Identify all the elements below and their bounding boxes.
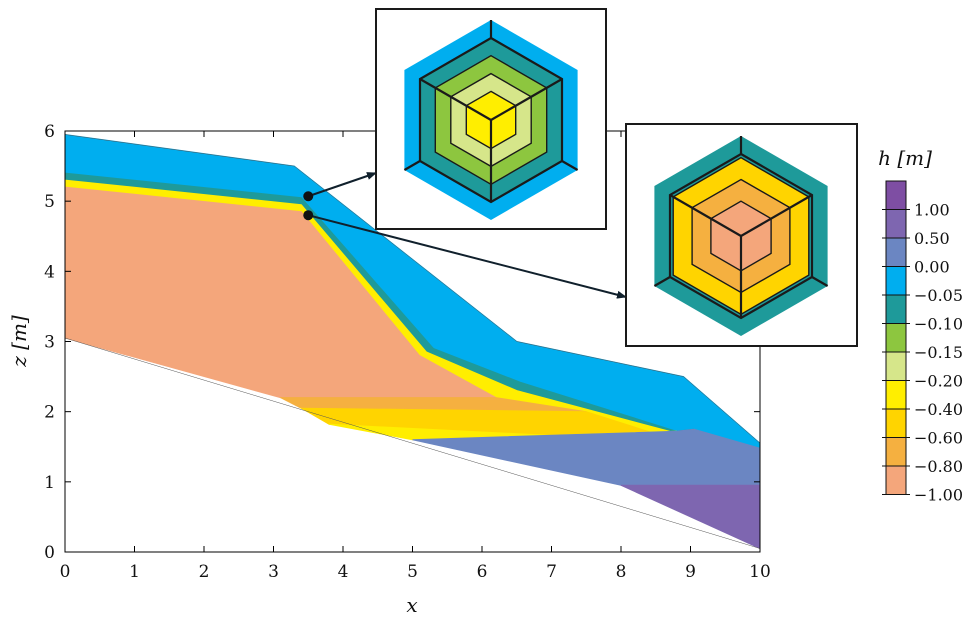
y-axis-ticks: 0 1 2 3 4 5 6 [44,122,760,563]
y-tick-label: 2 [44,403,55,423]
legend-label: −0.40 [914,400,963,419]
legend-label: −0.60 [914,429,963,448]
legend-swatch [886,323,906,352]
legend-label: −0.10 [914,315,963,334]
cube-corner-edge [561,160,579,171]
y-tick-label: 4 [44,262,55,282]
cube-corner-edge [653,276,671,287]
cube-corner-edge [403,160,421,171]
x-tick-label: 3 [268,562,279,582]
y-tick-label: 3 [44,333,55,353]
pressure-head-regions [64,133,761,550]
legend-swatch [886,295,906,324]
y-axis-label: z [m] [7,315,31,368]
x-tick-label: 10 [749,562,771,582]
inset-probe-point [303,191,314,202]
legend-title: h [m] [878,146,932,170]
inset-1 [375,8,607,230]
region-h-7 [412,428,761,486]
colorbar-legend: h [m] 1.00 0.50 0.00 −0.05 −0.10 −0.15 −0.20 −0… [878,146,963,505]
x-tick-label: 9 [685,562,696,582]
x-axis-ticks: 0 1 2 3 4 5 6 7 8 9 10 [60,131,771,582]
cube-edge [740,194,813,237]
x-axis-label: x [406,593,417,617]
x-tick-label: 4 [338,562,349,582]
legend-label: −0.20 [914,372,963,391]
legend-swatch [886,380,906,409]
inset-pointer-arrow [308,214,627,299]
domain-outline [64,134,761,549]
y-tick-label: 0 [44,543,55,563]
x-tick-label: 1 [129,562,140,582]
plot-area: 0 1 2 3 4 5 6 7 8 9 10 0 1 2 3 4 5 6 [44,122,771,582]
inset-pointers [303,172,627,299]
x-tick-label: 2 [199,562,210,582]
legend-frame [885,180,907,495]
legend-label: 0.00 [914,258,950,277]
y-tick-label: 5 [44,192,55,212]
legend-label: −1.00 [914,486,963,505]
y-tick-label: 1 [44,473,55,493]
x-tick-label: 5 [407,562,418,582]
x-tick-label: 7 [546,562,557,582]
y-tick-label: 6 [44,122,55,142]
cube-corner-edge [811,276,829,287]
legend-label: −0.80 [914,457,963,476]
legend-swatch [886,437,906,466]
legend-swatch [886,238,906,267]
inset-2 [625,123,858,347]
cube-edge [669,194,742,237]
legend-swatch [886,409,906,438]
pore-scale-insets [375,8,858,347]
inset-pointer-arrow [307,172,377,198]
legend-label: 0.50 [914,229,950,248]
x-tick-label: 0 [60,562,71,582]
region-h-8 [620,484,761,550]
legend-swatch [886,209,906,238]
legend-label: −0.15 [914,343,963,362]
legend-swatch [886,466,906,495]
inset-probe-point [303,210,314,221]
cube-edge [419,78,492,121]
cube-edge [490,78,563,121]
legend-swatch [886,352,906,381]
x-tick-label: 8 [616,562,627,582]
legend-swatch [886,266,906,295]
legend-swatch [886,181,906,210]
legend-label: 1.00 [914,201,950,220]
x-tick-label: 6 [477,562,488,582]
legend-label: −0.05 [914,286,963,305]
